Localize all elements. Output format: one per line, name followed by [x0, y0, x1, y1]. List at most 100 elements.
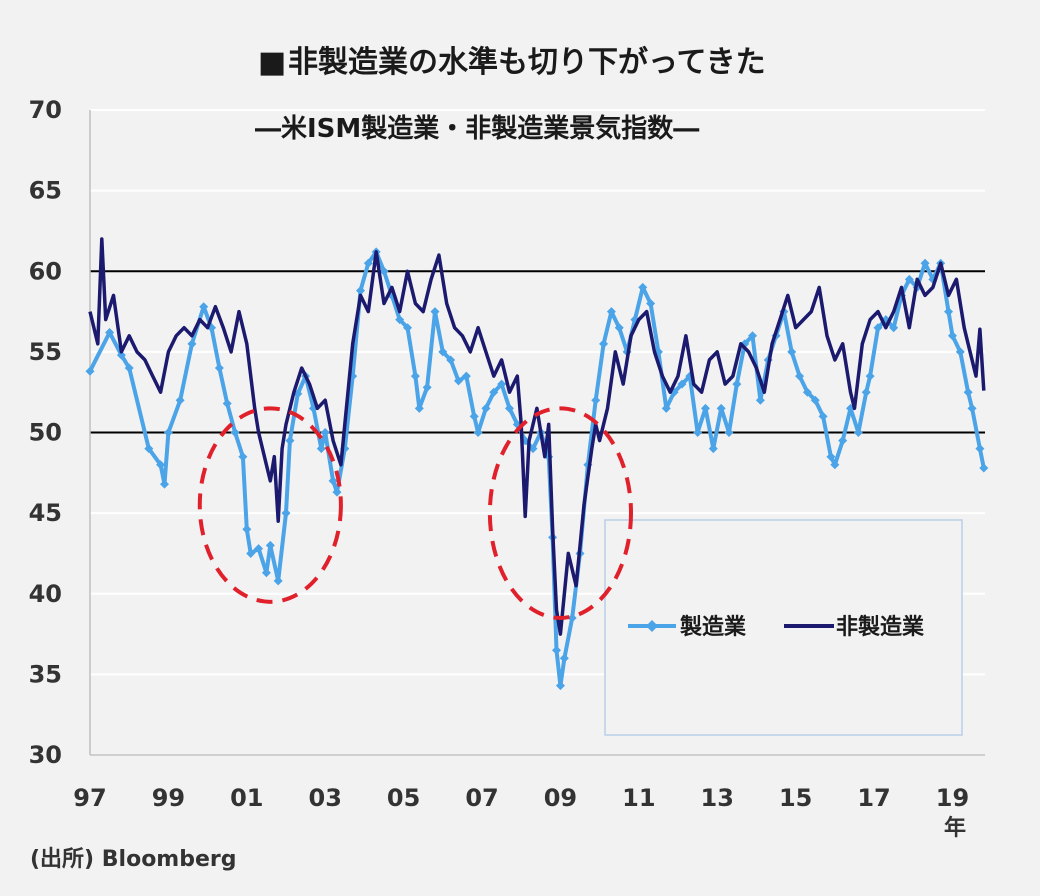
point-0-72: [638, 282, 648, 292]
point-0-109: [920, 258, 930, 268]
chart-subtitle: ―米ISM製造業・非製造業景気指数―: [255, 113, 699, 144]
point-0-94: [810, 395, 820, 405]
point-0-100: [853, 428, 863, 437]
point-0-67: [599, 339, 609, 349]
x-tick-label-99: 99: [152, 784, 185, 812]
point-0-33: [355, 286, 365, 296]
legend-label-manufacturing: 製造業: [679, 614, 747, 640]
point-0-30: [332, 487, 342, 497]
point-0-97: [830, 460, 840, 470]
point-0-51: [489, 387, 499, 397]
x-axis-unit: 年: [944, 815, 966, 841]
point-0-46: [454, 376, 464, 386]
point-0-40: [410, 371, 420, 381]
point-0-15: [238, 452, 248, 462]
series-layer: [85, 237, 989, 691]
point-0-22: [281, 508, 291, 518]
series-line-1: [88, 237, 986, 636]
point-0-18: [254, 544, 264, 554]
y-tick-label-30: 30: [29, 741, 62, 769]
point-0-79: [693, 428, 703, 437]
x-tick-label-15: 15: [779, 784, 812, 812]
point-0-20: [265, 540, 275, 550]
point-0-14: [230, 428, 240, 437]
source-note: (出所) Bloomberg: [30, 847, 237, 872]
annotations: [197, 406, 633, 620]
point-0-69: [614, 323, 624, 333]
y-tick-label-60: 60: [29, 257, 62, 285]
point-0-16: [242, 524, 252, 534]
title-marker: ■: [258, 45, 286, 80]
point-0-29: [328, 476, 338, 486]
point-0-38: [395, 315, 405, 325]
point-0-75: [661, 403, 671, 413]
point-0-116: [967, 403, 977, 413]
point-0-92: [795, 371, 805, 381]
x-tick-label-97: 97: [73, 784, 106, 812]
y-tick-label-35: 35: [29, 660, 62, 688]
y-tick-label-50: 50: [29, 419, 62, 447]
point-0-81: [708, 444, 718, 454]
point-0-6: [159, 479, 169, 489]
point-0-5: [156, 460, 166, 470]
point-0-113: [947, 331, 957, 341]
point-0-96: [826, 452, 836, 462]
x-tick-label-17: 17: [857, 784, 890, 812]
point-0-50: [481, 403, 491, 413]
y-tick-label-45: 45: [29, 499, 62, 527]
point-0-47: [461, 371, 471, 381]
point-0-117: [975, 444, 985, 454]
point-0-8: [175, 395, 185, 405]
point-0-91: [787, 347, 797, 357]
point-0-118: [979, 463, 989, 473]
point-0-45: [446, 355, 456, 365]
point-0-60: [552, 645, 562, 655]
point-0-105: [889, 323, 899, 333]
point-0-21: [273, 576, 283, 586]
point-0-82: [716, 403, 726, 413]
point-0-52: [497, 379, 507, 389]
x-tick-label-13: 13: [701, 784, 734, 812]
x-tick-label-07: 07: [465, 784, 498, 812]
point-0-62: [559, 653, 569, 663]
dashed-circle-0: [197, 406, 343, 604]
x-axis-ticks: 97 99 01 03 05 07 09 11 13 15 17 19: [73, 784, 969, 812]
y-tick-label-40: 40: [29, 580, 62, 608]
x-tick-label-01: 01: [230, 784, 263, 812]
point-0-4: [144, 444, 154, 454]
point-0-103: [873, 323, 883, 333]
point-0-9: [187, 339, 197, 349]
point-0-93: [802, 387, 812, 397]
point-0-107: [904, 274, 914, 284]
point-0-49: [473, 428, 483, 437]
point-0-10: [199, 302, 209, 312]
point-0-73: [646, 299, 656, 308]
point-0-7: [163, 428, 173, 437]
point-0-80: [700, 403, 710, 413]
point-0-84: [732, 379, 742, 389]
legend-label-non-manufacturing: 非製造業: [836, 614, 925, 640]
point-0-39: [403, 323, 413, 333]
point-0-66: [591, 395, 601, 405]
point-0-83: [724, 428, 734, 437]
point-0-115: [963, 387, 973, 397]
point-0-12: [214, 363, 224, 373]
y-axis-ticks: 30 35 40 45 50 55 60 65 70: [29, 96, 62, 769]
x-tick-label-09: 09: [544, 784, 577, 812]
point-0-63: [567, 613, 577, 623]
point-0-43: [430, 307, 440, 317]
y-tick-label-70: 70: [29, 96, 62, 124]
point-0-28: [320, 428, 330, 437]
point-0-42: [422, 382, 432, 392]
point-0-86: [748, 331, 758, 341]
point-0-48: [469, 411, 479, 421]
y-tick-label-65: 65: [29, 177, 62, 205]
x-tick-label-03: 03: [309, 784, 342, 812]
point-0-17: [246, 548, 256, 558]
point-0-41: [414, 403, 424, 413]
point-0-36: [379, 266, 389, 276]
point-0-56: [528, 444, 538, 454]
point-0-27: [316, 444, 326, 454]
point-0-44: [438, 347, 448, 357]
